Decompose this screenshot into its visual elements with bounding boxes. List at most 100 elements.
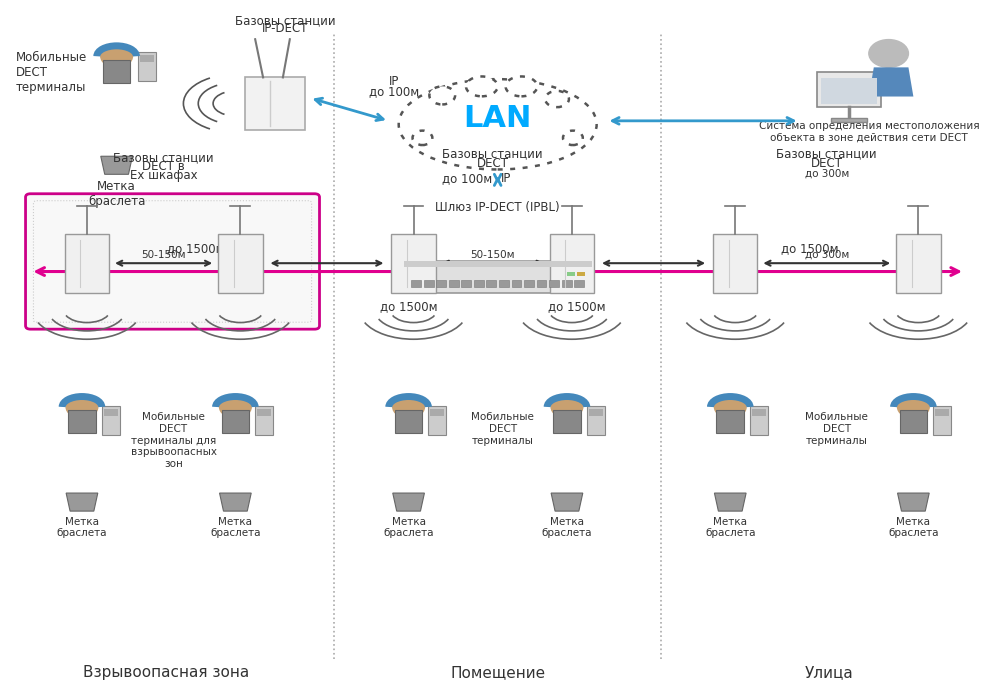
Bar <box>428 406 447 435</box>
FancyBboxPatch shape <box>25 194 320 329</box>
Text: DECT: DECT <box>477 157 509 170</box>
Text: Базовы станции: Базовы станции <box>776 148 877 161</box>
Text: Мобильные
DECT
терминалы: Мобильные DECT терминалы <box>16 50 87 94</box>
Bar <box>553 410 581 433</box>
Text: до 100м: до 100м <box>443 172 493 185</box>
Bar <box>566 272 575 276</box>
Text: до 300м: до 300м <box>804 169 849 178</box>
Bar <box>577 272 585 276</box>
Bar <box>403 262 592 293</box>
Circle shape <box>551 395 583 418</box>
Text: Мобильные
DECT
терминалы: Мобильные DECT терминалы <box>471 412 534 446</box>
Text: Мобильные
DECT
терминалы: Мобильные DECT терминалы <box>805 412 868 446</box>
Bar <box>138 52 156 81</box>
Text: 50-150м: 50-150м <box>141 250 185 260</box>
Bar <box>524 280 534 287</box>
Bar <box>499 280 509 287</box>
Circle shape <box>220 395 251 418</box>
Bar <box>140 55 154 62</box>
Text: Помещение: Помещение <box>451 665 545 680</box>
Text: DECT: DECT <box>810 157 843 170</box>
Text: Метка
браслета: Метка браслета <box>56 517 107 538</box>
Text: до 1500м: до 1500м <box>548 300 606 313</box>
Ellipse shape <box>466 76 498 97</box>
Bar <box>449 280 459 287</box>
Bar <box>561 280 572 287</box>
Bar <box>65 234 109 293</box>
Circle shape <box>897 395 929 418</box>
Text: до 1500м: до 1500м <box>167 242 225 255</box>
Text: Мобильные
DECT
терминалы для
взрывоопасных
зон: Мобильные DECT терминалы для взрывоопасн… <box>130 412 217 469</box>
Bar <box>589 409 603 416</box>
Circle shape <box>101 45 132 67</box>
Text: Метка
браслета: Метка браслета <box>541 517 593 538</box>
Bar <box>102 406 120 435</box>
Text: Метка
браслета: Метка браслета <box>88 180 145 208</box>
Circle shape <box>393 395 424 418</box>
Bar <box>391 234 435 293</box>
Polygon shape <box>67 493 98 511</box>
Bar <box>899 410 927 433</box>
Polygon shape <box>551 493 583 511</box>
Text: IP: IP <box>388 75 399 88</box>
Bar <box>935 409 949 416</box>
Circle shape <box>869 40 908 67</box>
Bar <box>816 72 881 107</box>
Bar <box>222 410 249 433</box>
Bar <box>750 406 768 435</box>
Bar <box>549 234 594 293</box>
Bar <box>474 280 484 287</box>
Bar <box>821 78 877 104</box>
Text: Взрывоопасная зона: Взрывоопасная зона <box>83 665 249 680</box>
Bar <box>411 280 421 287</box>
Bar <box>257 409 271 416</box>
Text: до 1500м: до 1500м <box>380 300 437 313</box>
Bar <box>587 406 605 435</box>
Bar <box>487 280 496 287</box>
Text: Базовы станции: Базовы станции <box>443 148 543 161</box>
Bar <box>218 234 263 293</box>
Polygon shape <box>220 493 251 511</box>
Bar <box>536 280 546 287</box>
Bar <box>430 409 445 416</box>
Bar <box>933 406 951 435</box>
Bar <box>423 280 433 287</box>
Text: Метка
браслета: Метка браслета <box>705 517 756 538</box>
Bar <box>713 234 757 293</box>
Circle shape <box>715 395 746 418</box>
Bar <box>245 78 304 130</box>
Bar <box>395 410 422 433</box>
Text: Шлюз IP-DECT (IPBL): Шлюз IP-DECT (IPBL) <box>435 201 560 214</box>
Text: Система определения местоположения
объекта в зоне действия сети DECT: Система определения местоположения объек… <box>759 121 979 142</box>
Text: Метка
браслета: Метка браслета <box>888 517 938 538</box>
Bar <box>511 280 521 287</box>
Bar <box>255 406 273 435</box>
Text: LAN: LAN <box>464 104 532 133</box>
Text: IP: IP <box>501 172 511 185</box>
Bar <box>832 118 867 122</box>
Ellipse shape <box>506 76 537 97</box>
Text: Базовы станции: Базовы станции <box>235 14 336 27</box>
Text: Метка
браслета: Метка браслета <box>383 517 433 538</box>
Bar <box>717 410 744 433</box>
Text: до 100м: до 100м <box>369 85 419 98</box>
Bar <box>69 410 96 433</box>
Text: DECT в: DECT в <box>142 160 185 174</box>
Polygon shape <box>715 493 746 511</box>
Bar <box>752 409 766 416</box>
Ellipse shape <box>429 86 455 104</box>
Bar <box>575 280 584 287</box>
Bar <box>103 60 130 83</box>
Bar <box>462 280 472 287</box>
Bar <box>436 280 447 287</box>
Text: IP-DECT: IP-DECT <box>262 22 308 36</box>
Ellipse shape <box>412 131 432 145</box>
Polygon shape <box>101 156 132 174</box>
Text: Ex шкафах: Ex шкафах <box>130 169 198 182</box>
Text: до 300м: до 300м <box>804 250 849 260</box>
Text: 50-150м: 50-150м <box>471 250 515 260</box>
Bar <box>403 262 592 267</box>
Circle shape <box>67 395 98 418</box>
Ellipse shape <box>563 131 583 145</box>
Text: Метка
браслета: Метка браслета <box>210 517 261 538</box>
